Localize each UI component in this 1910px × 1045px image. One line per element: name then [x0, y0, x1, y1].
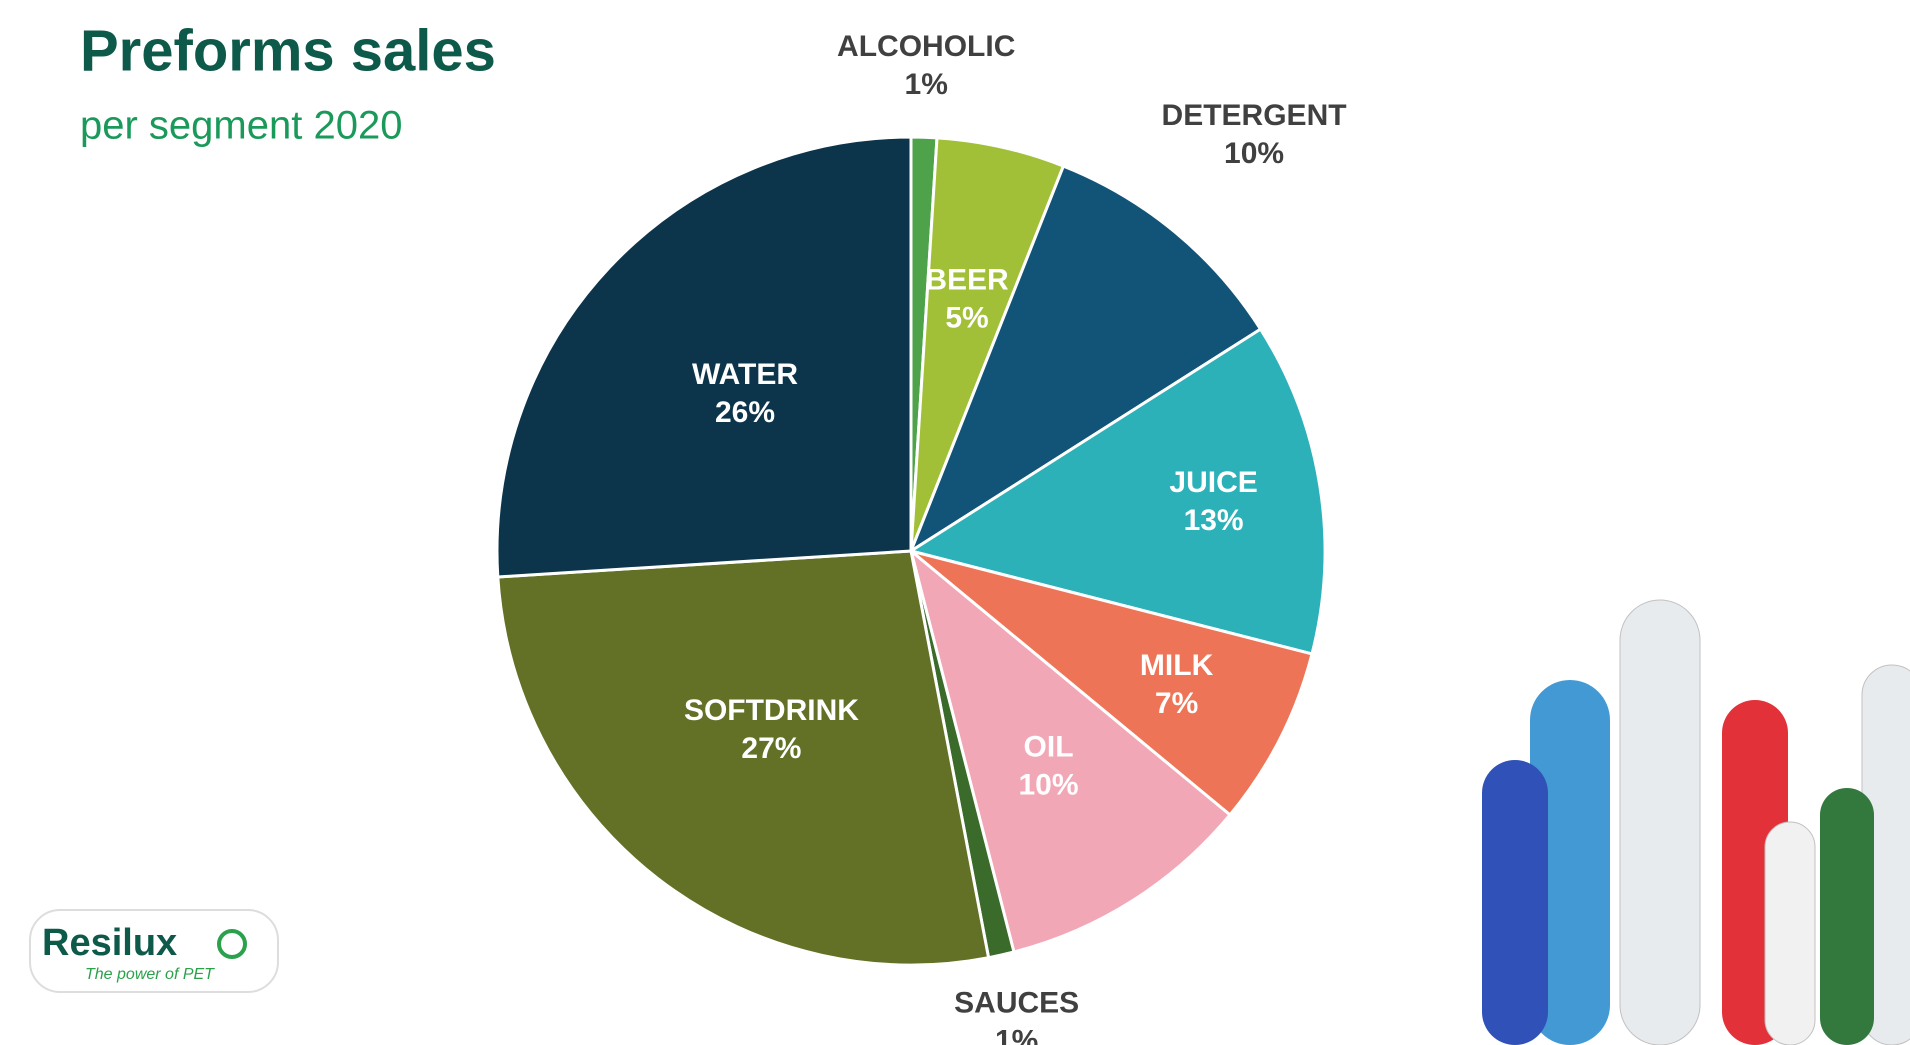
slice-value-label: 10% [1224, 137, 1284, 170]
chart-subtitle: per segment 2020 [80, 104, 402, 148]
bottle [1820, 788, 1874, 1045]
slice-label: DETERGENT [1162, 99, 1347, 132]
logo-tagline: The power of PET [85, 966, 215, 983]
pie-slice [907, 164, 1263, 555]
logo-badge [29, 909, 279, 993]
slice-label: SAUCES [954, 987, 1079, 1020]
bottles [1482, 599, 1910, 1045]
logo-icon [217, 929, 247, 959]
slice-value-label: 7% [1155, 687, 1198, 720]
slice-label: MILK [1140, 649, 1214, 682]
slice-label: ALCOHOLIC [837, 30, 1015, 63]
logo-name: Resilux [42, 922, 177, 964]
pie-slice [496, 549, 991, 967]
logo: Resilux The power of PET [29, 909, 279, 993]
slice-value-label: 1% [995, 1025, 1038, 1045]
slice-value-label: 27% [741, 732, 801, 765]
chart-title: Preforms sales [80, 18, 496, 83]
slice-value-label: 1% [905, 68, 948, 101]
bottle [1482, 760, 1548, 1045]
pie-slice [910, 549, 1314, 818]
pie-slice [495, 135, 913, 579]
slice-value-label: 26% [715, 396, 775, 429]
slice-value-label: 10% [1019, 769, 1079, 802]
bottle [1619, 599, 1701, 1045]
bottle [1530, 680, 1610, 1045]
pie-slice [908, 546, 1233, 954]
slice-label: SOFTDRINK [684, 694, 859, 727]
bottle [1764, 821, 1816, 1045]
pie-slice [907, 327, 1327, 656]
slice-label: JUICE [1169, 466, 1257, 499]
slice-value-label: 13% [1184, 504, 1244, 537]
slice-label: OIL [1024, 731, 1074, 764]
slice-label: WATER [692, 358, 798, 391]
slice-value-label: 5% [945, 301, 988, 334]
slice-label: BEER [925, 263, 1009, 296]
